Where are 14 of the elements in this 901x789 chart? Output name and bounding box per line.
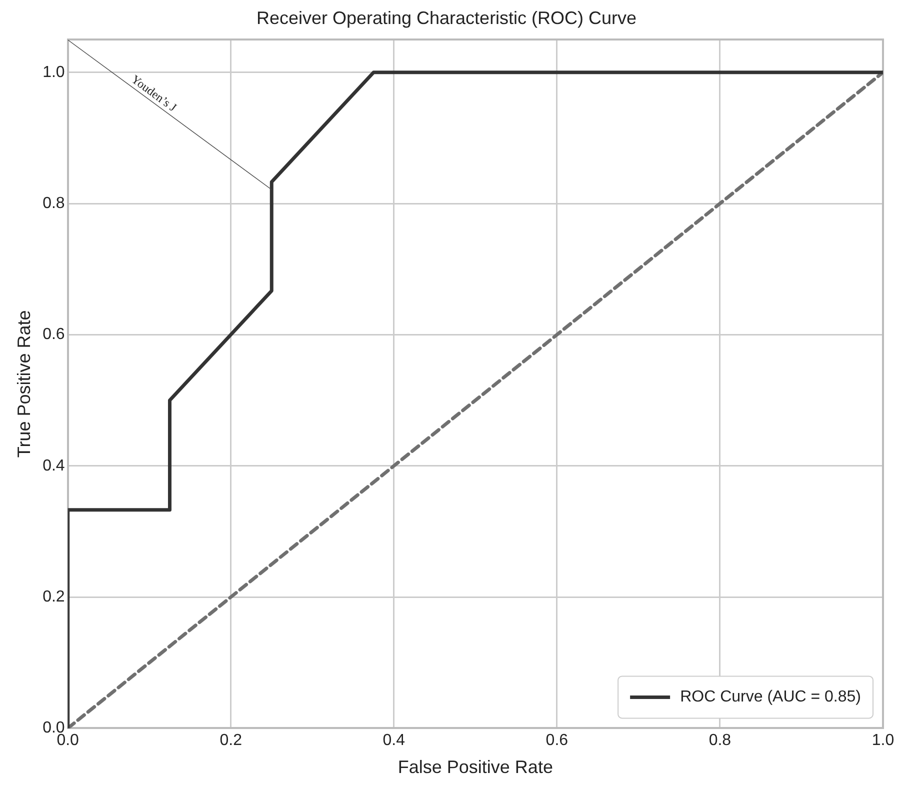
x-tick-label: 0.2 bbox=[220, 732, 242, 750]
chart-title: Receiver Operating Characteristic (ROC) Curve bbox=[256, 8, 637, 28]
x-tick-label: 0.8 bbox=[708, 732, 732, 750]
y-tick-label: 0.8 bbox=[42, 194, 65, 212]
y-tick-label: 0.2 bbox=[42, 588, 65, 606]
x-tick-label: 1.0 bbox=[872, 732, 894, 750]
y-axis-title: True Positive Rate bbox=[14, 310, 34, 458]
y-tick-label: 0.4 bbox=[42, 457, 65, 474]
legend-label: ROC Curve (AUC = 0.85) bbox=[680, 688, 861, 706]
x-tick-label: 0.6 bbox=[546, 732, 568, 750]
y-tick-label: 1.0 bbox=[42, 64, 65, 81]
x-tick-label: 0.4 bbox=[382, 732, 406, 750]
x-axis-title: False Positive Rate bbox=[398, 757, 553, 778]
y-tick-label: 0.6 bbox=[42, 326, 65, 344]
